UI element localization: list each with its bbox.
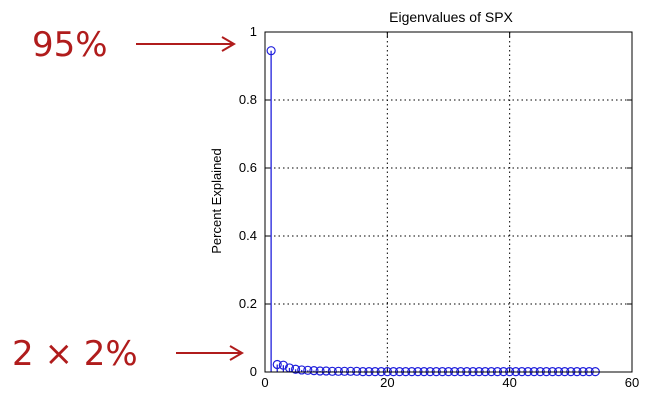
annotation-2x2-percent: 2 × 2% bbox=[12, 334, 244, 374]
grid bbox=[264, 31, 633, 373]
y-tick-label: 0.8 bbox=[239, 92, 257, 107]
data-point bbox=[309, 366, 319, 376]
x-tick-label: 60 bbox=[625, 375, 639, 390]
data-point bbox=[315, 366, 325, 376]
annotation-95-label: 95% bbox=[32, 25, 108, 65]
data-point bbox=[297, 365, 307, 375]
y-tick-label: 0 bbox=[250, 364, 257, 379]
stems bbox=[270, 50, 596, 372]
data-point bbox=[327, 366, 337, 376]
x-tick-label: 40 bbox=[502, 375, 516, 390]
data-point bbox=[266, 46, 276, 56]
x-tick-label: 0 bbox=[261, 375, 268, 390]
data-point bbox=[272, 359, 282, 370]
data-point bbox=[278, 360, 288, 370]
data-point bbox=[333, 366, 343, 376]
y-tick-label: 0.2 bbox=[239, 296, 257, 311]
annotation-95-percent: 95% bbox=[32, 25, 236, 65]
data-point bbox=[339, 366, 350, 376]
y-axis-label: Percent Explained bbox=[209, 148, 224, 254]
annotation-2x2-label: 2 × 2% bbox=[12, 334, 138, 374]
y-tick-label: 1 bbox=[250, 24, 257, 39]
x-tick-label: 20 bbox=[380, 375, 394, 390]
data-point bbox=[290, 364, 301, 374]
tick-labels: 0 20 40 60 0 0.2 0.4 0.6 0.8 1 bbox=[239, 24, 639, 390]
markers bbox=[266, 46, 600, 377]
data-point bbox=[346, 366, 356, 376]
y-tick-label: 0.6 bbox=[239, 160, 257, 175]
data-point bbox=[303, 365, 313, 375]
data-point bbox=[352, 366, 362, 376]
plot-area bbox=[264, 31, 633, 373]
data-point bbox=[321, 366, 331, 376]
arrowhead-icon bbox=[221, 36, 236, 52]
arrowhead-icon bbox=[229, 345, 244, 361]
y-tick-label: 0.4 bbox=[239, 228, 257, 243]
chart-title: Eigenvalues of SPX bbox=[389, 9, 513, 25]
